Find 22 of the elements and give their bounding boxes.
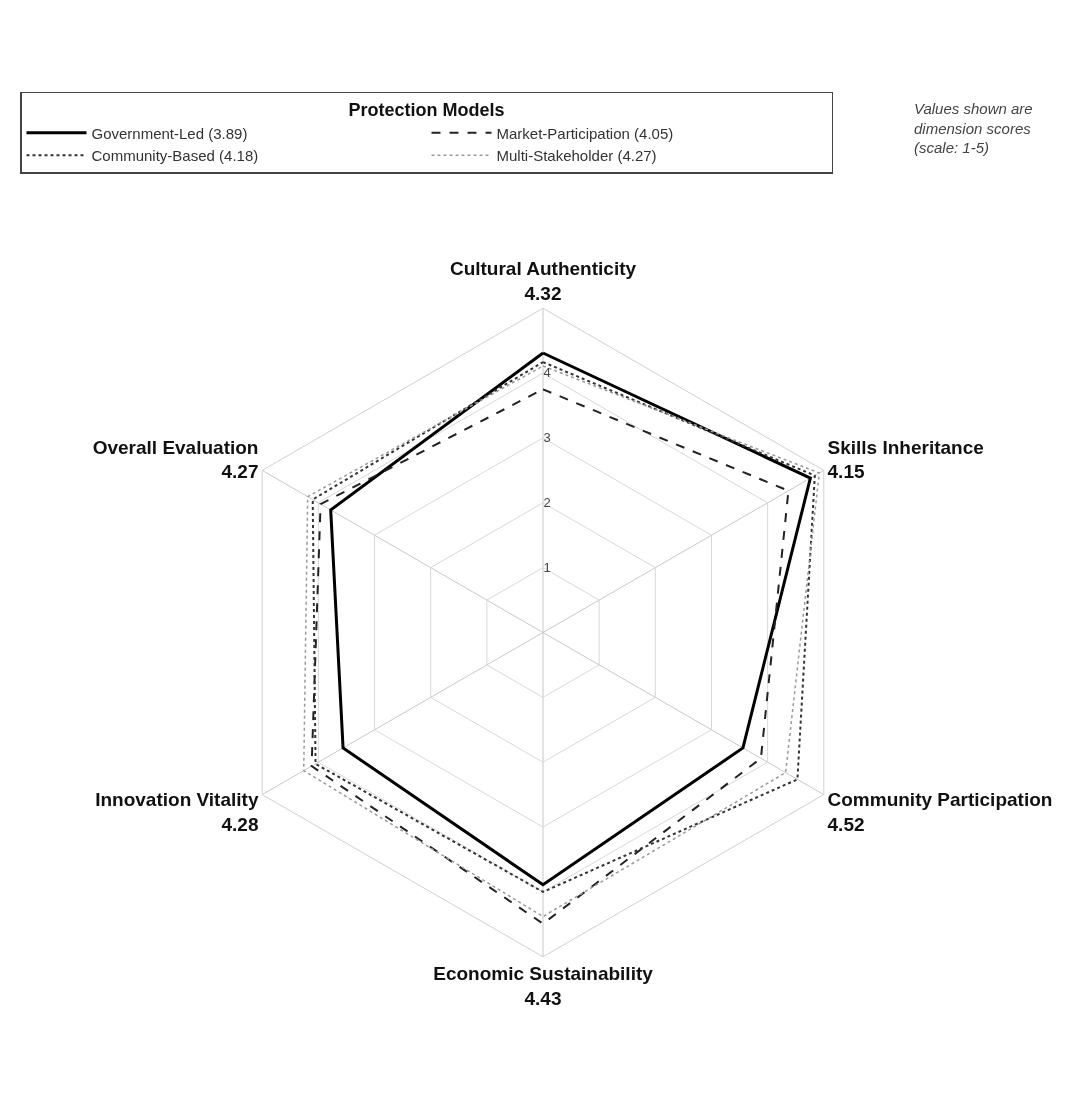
spoke-label: Innovation Vitality xyxy=(95,788,259,810)
legend-label: Community-Based (4.18) xyxy=(91,147,259,164)
text: 4.32 xyxy=(524,283,562,305)
text: 4.28 xyxy=(221,813,259,835)
spoke-label: Economic Sustainability xyxy=(433,963,654,985)
legend-label: Government-Led (3.89) xyxy=(91,124,248,142)
y-tick-label: 2 xyxy=(543,495,551,511)
spoke-label: Community Participation xyxy=(827,788,1053,810)
text: 4.27 xyxy=(221,461,259,483)
y-tick-label: 4 xyxy=(543,365,551,381)
spoke-label: Cultural Authenticity xyxy=(449,258,637,280)
text: 4.15 xyxy=(827,461,865,483)
y-tick-label: 3 xyxy=(543,430,551,446)
legend-label: Market-Participation (4.05) xyxy=(496,124,674,142)
legend-label: Multi-Stakeholder (4.27) xyxy=(496,147,657,164)
text: Values shown are dimension scores (scale: 1-5) xyxy=(914,100,1033,156)
spoke-label: Skills Inheritance xyxy=(827,436,984,458)
y-tick-label: 1 xyxy=(543,559,551,575)
text: 4.43 xyxy=(524,987,562,1009)
legend-title: Protection Models xyxy=(348,100,505,121)
spoke-label: Overall Evaluation xyxy=(92,436,259,458)
text: 4.52 xyxy=(827,813,865,835)
